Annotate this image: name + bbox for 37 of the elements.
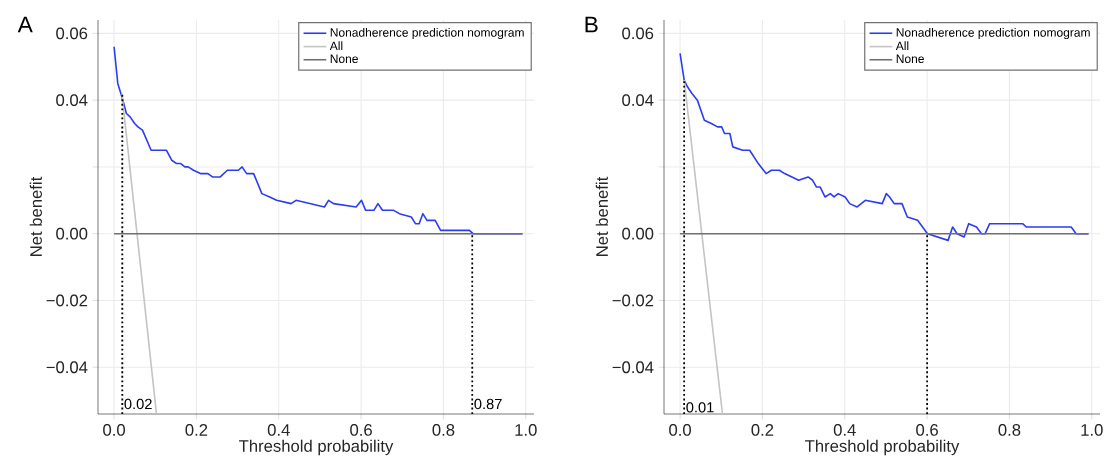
y-tick-label: 0.06	[56, 27, 88, 40]
annotation: 0.02	[124, 398, 152, 410]
chart-title: B	[585, 16, 598, 33]
y-tick-label: 0.04	[56, 94, 88, 107]
x-tick-label: 0.0	[103, 424, 125, 436]
annotation: 0.01	[686, 402, 714, 413]
legend-label: None	[330, 54, 358, 63]
x-tick-label: 0.8	[998, 424, 1021, 436]
y-tick-label: 0.04	[622, 94, 654, 107]
chart-title: A	[17, 16, 33, 33]
x-axis-title: Threshold probability	[805, 439, 960, 456]
x-tick-label: 1.0	[515, 424, 537, 436]
y-tick-label: 0.06	[622, 27, 654, 40]
x-tick-label: 1.0	[1081, 424, 1103, 436]
x-tick-label: 0.0	[669, 424, 691, 436]
y-tick-label: 0.00	[622, 227, 654, 240]
y-tick-label: −0.04	[46, 361, 88, 374]
x-tick-label: 0.2	[185, 424, 208, 436]
y-axis-title: Net benefit	[595, 176, 608, 256]
annotation: 0.87	[474, 398, 502, 410]
legend-label: Nonadherence prediction nomogram	[330, 27, 524, 40]
y-axis-title: Net benefit	[29, 176, 42, 256]
x-tick-label: 0.4	[267, 424, 290, 436]
y-tick-label: −0.02	[46, 294, 88, 307]
legend-label: All	[329, 41, 343, 50]
x-tick-label: 0.2	[751, 424, 774, 436]
x-tick-label: 0.8	[432, 424, 455, 436]
y-tick-label: −0.02	[612, 294, 654, 307]
y-tick-label: −0.04	[612, 361, 654, 374]
x-tick-label: 0.4	[833, 424, 856, 436]
x-axis-title: Threshold probability	[239, 439, 394, 456]
y-tick-label: 0.00	[56, 227, 88, 240]
x-tick-label: 0.6	[350, 424, 372, 436]
legend-label: Nonadherence prediction nomogram	[896, 27, 1090, 40]
legend-label: None	[896, 54, 924, 63]
x-tick-label: 0.6	[916, 424, 938, 436]
legend-label: All	[895, 41, 909, 50]
